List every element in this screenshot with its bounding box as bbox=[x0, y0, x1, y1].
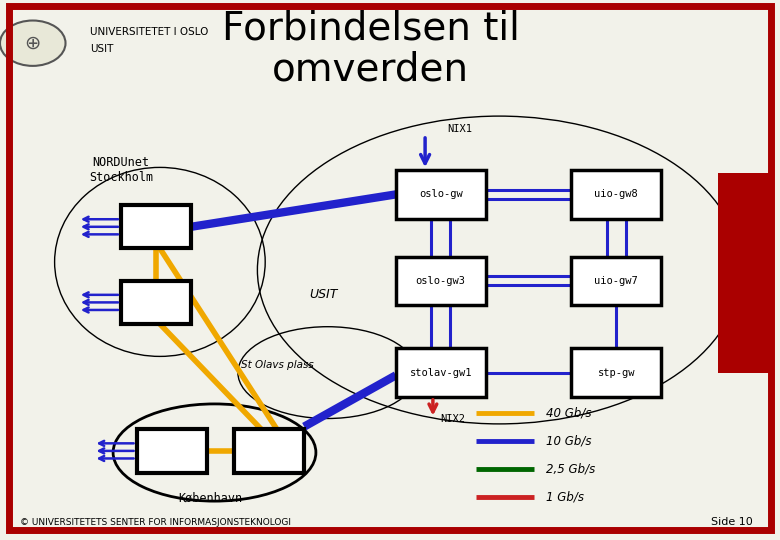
Text: UNIVERSITETET I OSLO: UNIVERSITETET I OSLO bbox=[90, 28, 208, 37]
Text: USIT: USIT bbox=[310, 288, 338, 301]
Text: stp-gw: stp-gw bbox=[597, 368, 635, 377]
Text: NIX2: NIX2 bbox=[441, 414, 466, 423]
Text: St Olavs plass: St Olavs plass bbox=[240, 360, 314, 369]
Text: uio-gw7: uio-gw7 bbox=[594, 276, 638, 286]
FancyBboxPatch shape bbox=[395, 348, 485, 397]
Text: oslo-gw3: oslo-gw3 bbox=[416, 276, 466, 286]
FancyBboxPatch shape bbox=[234, 429, 304, 472]
FancyBboxPatch shape bbox=[395, 256, 485, 305]
Text: oslo-gw: oslo-gw bbox=[419, 190, 463, 199]
Circle shape bbox=[0, 21, 66, 66]
Text: © UNIVERSITETETS SENTER FOR INFORMASJONSTEKNOLOGI: © UNIVERSITETETS SENTER FOR INFORMASJONS… bbox=[20, 518, 290, 526]
Text: 10 Gb/s: 10 Gb/s bbox=[546, 435, 591, 448]
FancyBboxPatch shape bbox=[121, 281, 191, 324]
Text: ⊕: ⊕ bbox=[25, 33, 41, 53]
FancyBboxPatch shape bbox=[395, 170, 485, 219]
Text: NIX1: NIX1 bbox=[447, 124, 472, 133]
Text: Side 10: Side 10 bbox=[711, 517, 753, 527]
Text: Forbindelsen til
omverden: Forbindelsen til omverden bbox=[222, 9, 519, 88]
Text: uio-gw8: uio-gw8 bbox=[594, 190, 638, 199]
Text: NORDUnet
Stockholm: NORDUnet Stockholm bbox=[89, 156, 153, 184]
Text: 2,5 Gb/s: 2,5 Gb/s bbox=[546, 463, 595, 476]
Text: stolav-gw1: stolav-gw1 bbox=[410, 368, 472, 377]
FancyBboxPatch shape bbox=[136, 429, 207, 472]
FancyBboxPatch shape bbox=[571, 170, 661, 219]
FancyBboxPatch shape bbox=[718, 173, 771, 373]
FancyBboxPatch shape bbox=[571, 348, 661, 397]
FancyBboxPatch shape bbox=[121, 205, 191, 248]
Text: 40 Gb/s: 40 Gb/s bbox=[546, 407, 591, 420]
Text: København: København bbox=[179, 491, 243, 504]
Text: 1 Gb/s: 1 Gb/s bbox=[546, 491, 584, 504]
FancyBboxPatch shape bbox=[571, 256, 661, 305]
Text: USIT: USIT bbox=[90, 44, 113, 53]
